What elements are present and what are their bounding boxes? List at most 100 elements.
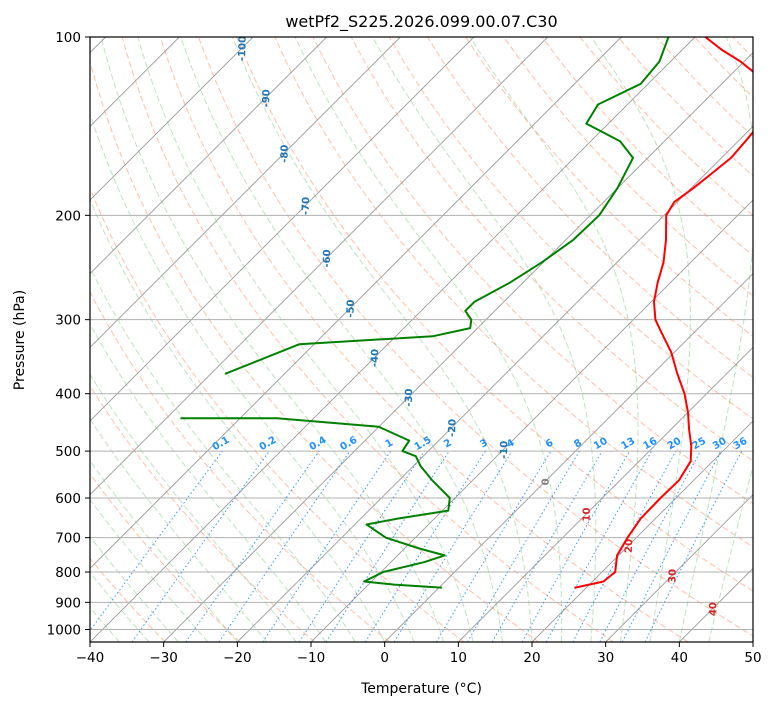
profile-line [180, 417, 451, 589]
plot-frame [89, 36, 754, 643]
mixing-ratio-label: 3 [478, 437, 490, 450]
x-tick-label: −30 [149, 650, 178, 666]
mixing-ratio-line [218, 450, 351, 642]
mixing-ratio-line [393, 450, 513, 642]
y-tick-label: 600 [55, 491, 81, 507]
isotherm [90, 37, 475, 422]
mixing-ratio-label: 2 [442, 437, 454, 450]
dry-adiabat [465, 37, 753, 338]
isotherm-label: -40 [370, 349, 382, 367]
isotherm [90, 37, 622, 569]
isotherm [605, 494, 753, 642]
y-tick-label: 500 [55, 444, 81, 460]
isotherm [90, 37, 401, 348]
moist-adiabat [137, 37, 474, 642]
mixing-ratio-line [185, 450, 320, 642]
mixing-ratio-line [572, 450, 677, 642]
moist-adiabat [90, 535, 179, 642]
moist-adiabat [90, 198, 386, 642]
dry-adiabat [350, 37, 753, 462]
mixing-ratio-line [644, 450, 743, 642]
isotherm-label: -70 [301, 197, 313, 215]
moist-adiabat [469, 37, 639, 642]
dry-adiabat [121, 37, 614, 642]
moist-adiabats [90, 37, 753, 642]
moist-adiabat [180, 37, 503, 642]
moist-adiabat [90, 459, 238, 642]
isotherm-label: -60 [322, 249, 334, 267]
isotherm [237, 125, 753, 642]
moist-adiabat [90, 266, 356, 642]
profiles [180, 37, 753, 589]
x-axis: −40 −30 −20 −10 0 10 20 30 40 50 [76, 642, 762, 666]
y-tick-label: 700 [55, 531, 81, 547]
mixing-ratio-line [545, 450, 653, 642]
moist-adiabat [372, 37, 597, 642]
dry-adiabat [90, 186, 465, 642]
mixing-ratio-line [325, 450, 450, 642]
y-tick-label: 100 [55, 30, 81, 46]
isotherm [384, 273, 753, 642]
moist-adiabat [100, 37, 445, 642]
profile-line [224, 37, 670, 375]
mixing-ratio-label: 8 [572, 437, 584, 450]
isotherm [531, 420, 753, 642]
moist-adiabat [90, 418, 268, 642]
moist-adiabat [90, 498, 209, 642]
dry-adiabat [312, 37, 753, 505]
moist-adiabat [590, 37, 691, 642]
isotherm-label: 40 [708, 602, 719, 616]
moist-adiabat [294, 37, 563, 642]
isotherm [90, 37, 548, 496]
x-tick-label: 40 [671, 650, 688, 666]
dry-adiabat [388, 37, 753, 420]
dry-adiabat [90, 291, 390, 642]
dry-adiabat [236, 37, 753, 592]
isotherm [90, 37, 327, 275]
dry-adiabat [159, 37, 689, 642]
isotherm-label: -50 [345, 299, 357, 317]
moist-adiabat [678, 37, 753, 642]
isotherm-label: -20 [447, 419, 459, 437]
y-tick-label: 900 [55, 595, 81, 611]
x-axis-label: Temperature (°C) [360, 681, 482, 697]
y-tick-label: 200 [55, 208, 81, 224]
isotherm [310, 199, 753, 642]
dry-adiabat [90, 472, 241, 642]
isotherm-label: -10 [499, 441, 511, 459]
dry-adiabat [90, 557, 166, 642]
x-tick-label: 0 [380, 650, 389, 666]
moist-adiabat [90, 373, 297, 642]
isotherm-label: 10 [582, 507, 593, 521]
moist-adiabat [231, 37, 533, 642]
x-tick-label: 50 [744, 650, 761, 666]
mixing-ratio-line [262, 450, 392, 642]
mixing-ratio-line [521, 450, 630, 642]
mixing-ratio-label: 1 [384, 437, 396, 450]
profile-line [574, 37, 753, 589]
moist-adiabat [90, 112, 415, 642]
y-tick-label: 400 [55, 387, 81, 403]
isotherm [90, 37, 254, 201]
mixing-ratio-line [90, 450, 223, 632]
x-tick-label: 10 [450, 650, 467, 666]
chart-title: wetPf2_S225.2026.099.00.07.C30 [285, 12, 557, 32]
isotherm-label: 0 [541, 478, 552, 485]
mixing-ratio-lines [90, 450, 743, 642]
isotherm-label: -90 [261, 89, 273, 107]
dry-adiabat [90, 59, 540, 642]
y-axis-label: Pressure (hPa) [12, 290, 28, 390]
isotherm-label: -30 [404, 388, 416, 406]
isotherm [163, 52, 753, 642]
x-tick-label: 20 [523, 650, 540, 666]
mixing-ratio-label: 6 [544, 437, 556, 450]
x-tick-label: −20 [223, 650, 252, 666]
x-tick-label: −40 [76, 650, 105, 666]
y-axis: 100 200 300 400 500 600 700 800 900 1000 [47, 30, 90, 638]
x-tick-label: −10 [297, 650, 326, 666]
isotherm-label: -100 [237, 36, 249, 61]
y-tick-label: 1000 [47, 622, 81, 638]
y-tick-label: 300 [55, 313, 81, 329]
